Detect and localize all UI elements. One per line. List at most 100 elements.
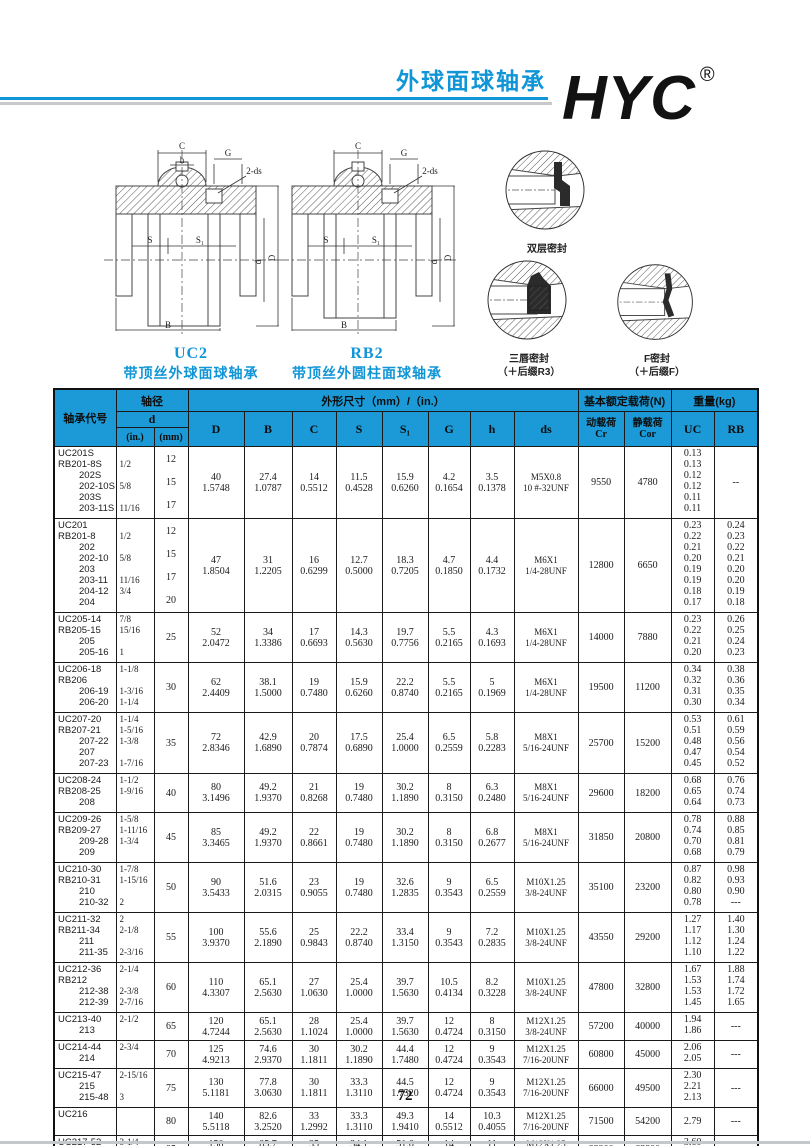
cell-rb: 0.38 0.36 0.35 0.34	[713, 662, 759, 713]
cell-code: UC208-24 RB208-25 208	[53, 773, 117, 813]
dim-G-value: 5.5	[442, 626, 456, 638]
cell-dim-S1-box: 22.2 0.8740	[383, 664, 427, 712]
cell-rb-box: ---	[715, 1109, 757, 1135]
cell-code: UC205-14 RB205-15 205 205-16	[53, 612, 117, 663]
cell-dim-C-box: 21 0.8268	[293, 775, 335, 812]
dim-S1-value: 32.6	[396, 876, 414, 888]
dim-h-value: 0.1732	[478, 565, 506, 577]
rb-weight: 0.61	[727, 714, 745, 725]
uc2-figure: C h G 2-ds S S₁ d D B UC2 带顶丝外球面球轴承	[96, 138, 286, 383]
cell-dim-B: 49.2 1.9370	[243, 812, 293, 863]
seal-f-caption: F密封	[643, 354, 671, 365]
cell-dim-ds: M10X1.25 3/8-24UNF	[513, 962, 579, 1013]
dim-S-value: 0.8740	[345, 937, 373, 949]
cell-dim-h: 6.8 0.2677	[469, 812, 515, 863]
cell-dim-h: 6.3 0.2480	[469, 773, 515, 813]
registered-mark: ®	[699, 64, 716, 86]
dim-h-value: 4.4	[485, 554, 499, 566]
uc-weight: 0.87	[683, 864, 702, 875]
cell-cr-box: 83200	[579, 1137, 623, 1146]
rb2-caption: RB2 带顶丝外圆柱面球轴承	[272, 345, 462, 383]
cor-value: 15200	[635, 737, 661, 749]
cell-d-in-box: 1-5/8 1-11/16 1-3/4	[117, 814, 153, 862]
d-in-value	[117, 1025, 153, 1036]
uc-weight: 1.53	[683, 986, 702, 997]
cell-dim-S1-box: 30.2 1.1890	[383, 814, 427, 862]
cell-d-in: 1-1/8 1-3/16 1-1/4	[115, 662, 155, 713]
uc-weight: 0.78	[683, 814, 702, 825]
cell-code-box: UC205-14 RB205-15 205 205-16	[55, 614, 115, 662]
d-in-value	[117, 847, 153, 858]
cell-rb-box: 0.98 0.93 0.90 ---	[715, 864, 757, 912]
d-in-value: 1-1/4	[119, 697, 139, 707]
spec-row-group: UC211-32 RB211-34 211 211-35 2 2-1/8 2-3/16 55 1…	[53, 912, 759, 963]
cell-dim-B-box: 27.4 1.0787	[245, 448, 291, 518]
cor-value: 54200	[635, 1116, 661, 1127]
dim-S-value: 0.4528	[345, 482, 373, 494]
cr-value: 57200	[588, 1021, 614, 1032]
cell-d-in: 1-7/8 1-15/16 2	[115, 862, 155, 913]
uc-weight: 0.13	[683, 459, 702, 470]
cr-value: 29600	[588, 787, 614, 799]
dim-B-value: 74.6	[259, 1043, 277, 1055]
cell-dim-S1: 49.3 1.9410	[381, 1107, 429, 1136]
cell-dim-h-box: 3.5 0.1378	[471, 448, 513, 518]
d-in-value: 1/2	[119, 531, 132, 541]
cell-cor-box: 6650	[625, 520, 670, 612]
cell-d-mm-box: 12 15 17 20	[155, 520, 187, 612]
rb2-drawing-svg: C G 2-ds S S₁ d D B	[280, 141, 456, 334]
cell-d-in-box: 1-1/8 1-3/16 1-1/4	[117, 664, 153, 712]
bearing-code: 215	[79, 1081, 95, 1092]
cell-dim-C: 33 1.2992	[291, 1107, 337, 1136]
rb2-code: RB2	[350, 345, 384, 362]
cell-dim-G: 8 0.3150	[427, 812, 471, 863]
dim-B-value: 65.1	[259, 976, 277, 988]
cell-cor-box: 7880	[625, 614, 670, 662]
cell-d-mm-box: 50	[155, 864, 187, 912]
cell-cr: 47800	[577, 962, 625, 1013]
cell-dim-h-box: 6.3 0.2480	[471, 775, 513, 812]
cell-dim-B: 55.6 2.1890	[243, 912, 293, 963]
rb-weight: 0.56	[727, 736, 745, 747]
dim-D-value: 40	[211, 471, 221, 483]
d-mm-value: 70	[166, 1049, 176, 1060]
dim-C-value: 0.8268	[300, 793, 328, 804]
dim-h-value: 9	[489, 1077, 495, 1088]
cell-uc-box: 1.67 1.53 1.53 1.45	[672, 964, 713, 1012]
dim-B-value: 2.5630	[254, 987, 282, 999]
cell-d-mm: 65	[153, 1012, 189, 1041]
cell-cor-box: 20800	[625, 814, 670, 862]
cell-uc-box: 0.78 0.74 0.70 0.68	[672, 814, 713, 862]
dim-label-B: B	[165, 320, 171, 330]
cell-code: UC212-36 RB212 212-38 212-39	[53, 962, 117, 1013]
cell-dim-S: 14.3 0.5630	[335, 612, 383, 663]
cell-dim-C-box: 19 0.7480	[293, 664, 335, 712]
dim-h-value: 5.8	[485, 732, 499, 743]
dim-C-value: 0.9843	[300, 937, 328, 949]
dim-B-value: 1.9370	[254, 793, 282, 804]
cell-d-in: 1/2 5/8 11/16	[115, 446, 155, 519]
cell-dim-ds: M8X1 5/16-24UNF	[513, 812, 579, 863]
cell-dim-D-box: 72 2.8346	[189, 714, 243, 773]
cell-uc-box: 2.79	[672, 1109, 713, 1135]
dim-C-value: 0.5512	[300, 482, 328, 494]
rb-weight: 1.24	[727, 936, 745, 947]
cell-code-box: UC216	[55, 1109, 115, 1135]
dim-G-value: 4.7	[442, 554, 456, 566]
cell-uc-box: 0.23 0.22 0.21 0.20	[672, 614, 713, 662]
rb-weight: 1.88	[727, 964, 745, 975]
dim-G-value: 8	[446, 782, 452, 793]
bearing-code: 208	[79, 797, 95, 808]
cell-d-in: 2-3/4	[115, 1040, 155, 1069]
dim-h-value: 0.2559	[478, 887, 506, 899]
cell-dim-D: 125 4.9213	[187, 1040, 245, 1069]
rb-weight: 0.52	[727, 758, 745, 769]
dim-h-value: 10.3	[483, 1110, 501, 1122]
dim-label-h: h	[180, 155, 185, 165]
d-in-value	[117, 886, 153, 897]
dim-S-value: 17.5	[350, 732, 368, 743]
dim-S1-value: 0.7205	[391, 565, 419, 577]
